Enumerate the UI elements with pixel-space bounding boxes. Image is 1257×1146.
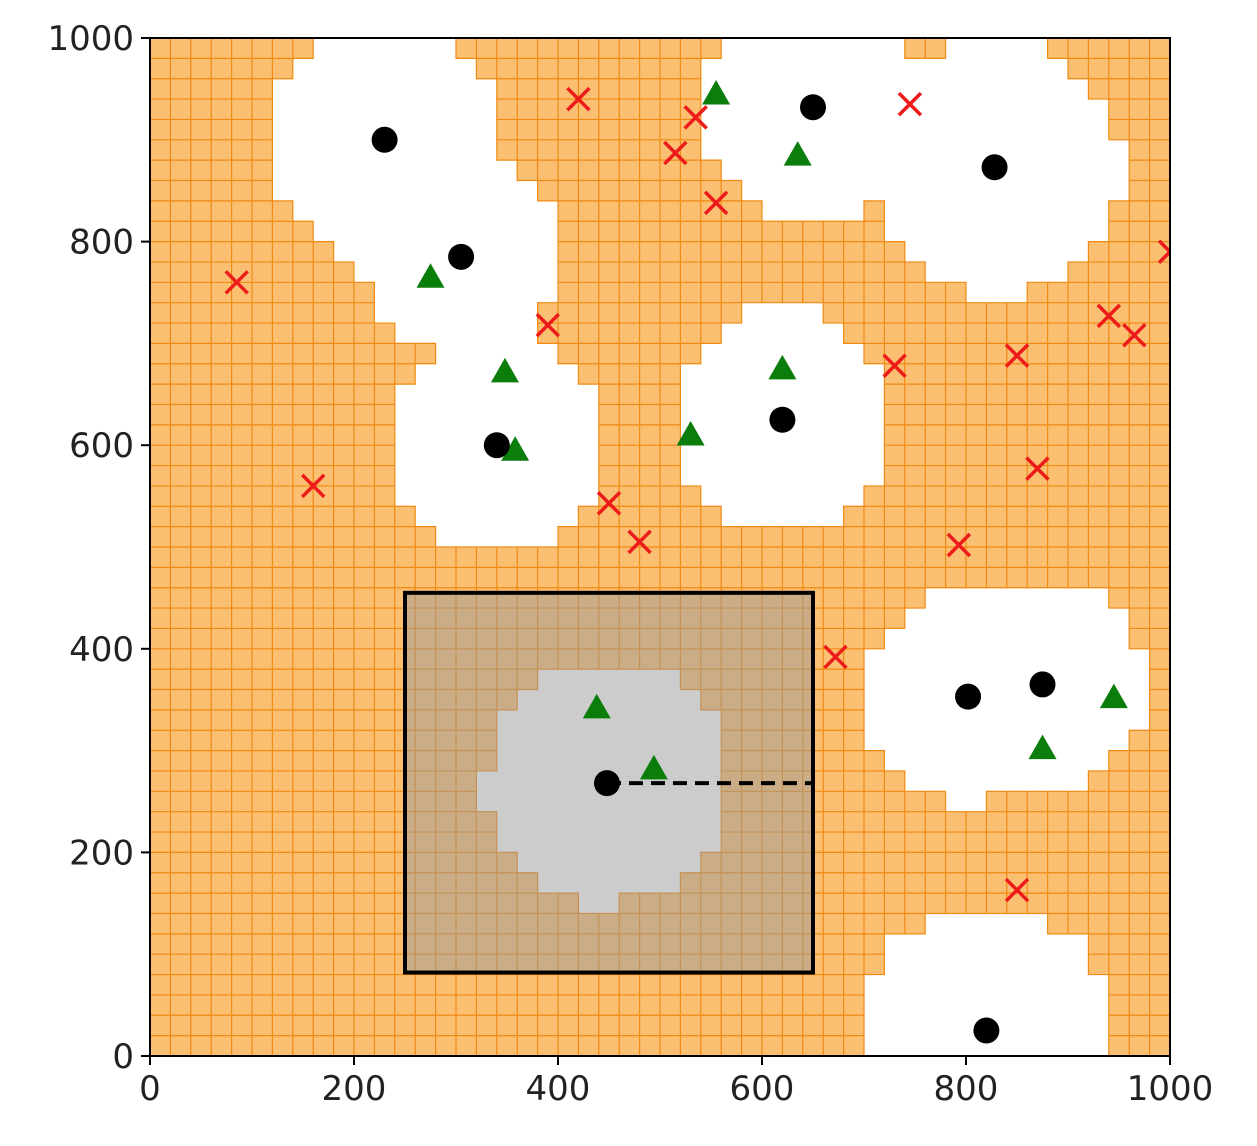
cross-marker [224,270,249,295]
x-tick-label: 400 [526,1069,591,1109]
axes: 0 200 400 600 800 1000 0 200 400 600 800 1000 [47,19,1213,1109]
triangle-marker [490,357,519,383]
cross-marker [535,312,561,338]
cross-marker [566,86,591,112]
cross-marker [946,532,972,558]
triangle-marker [783,141,812,166]
cross-marker [663,140,688,166]
y-tick-label: 0 [112,1037,134,1077]
cross-marker [596,490,622,516]
y-tick-label: 1000 [47,19,134,59]
y-tick-label: 400 [69,630,134,670]
circle-marker [593,770,620,797]
circle-marker [1029,671,1056,698]
x-tick-label: 600 [730,1069,795,1109]
cross-marker [1004,877,1030,903]
x-tick-label: 0 [139,1069,161,1109]
plot-frame [149,37,1171,1057]
cross-marker [627,529,652,555]
triangle-marker [768,354,797,380]
markers [224,79,1170,1044]
cross-marker [897,91,923,117]
cross-marker [1004,343,1030,368]
cross-marker [1157,239,1170,265]
cross-marker [823,644,848,670]
triangle-marker [639,754,668,780]
cross-marker [1122,323,1147,348]
x-tick-label: 1000 [1127,1069,1214,1109]
circle-marker [769,406,796,433]
triangle-marker [416,263,445,288]
triangle-marker [1099,683,1128,709]
circle-marker [371,126,398,153]
cross-marker [703,190,729,216]
circle-marker [981,154,1008,181]
y-tick-label: 800 [69,223,134,263]
triangle-marker [1028,734,1057,760]
cross-marker [882,353,907,379]
cross-marker [1096,303,1122,329]
triangle-marker [582,693,611,719]
circle-marker [973,1017,1000,1044]
x-tick-label: 200 [322,1069,387,1109]
circle-marker [800,94,826,121]
y-tick-label: 600 [69,426,134,466]
circle-marker [483,432,510,459]
triangle-marker [676,421,705,446]
y-tick-label: 200 [69,833,134,873]
cross-marker [683,105,708,130]
triangle-marker [501,436,530,461]
cross-marker [1025,456,1050,481]
triangle-marker [702,79,731,105]
circle-marker [955,683,982,710]
cross-marker [300,473,326,499]
x-tick-label: 800 [934,1069,999,1109]
circle-marker [448,243,475,270]
